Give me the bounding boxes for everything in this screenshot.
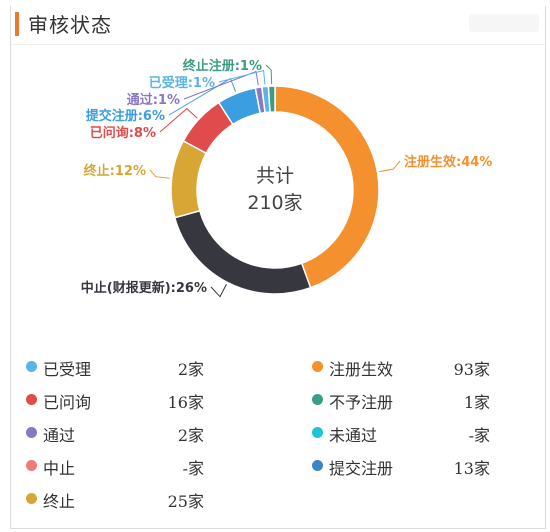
slice-label-2: 中止(财报更新):26% <box>81 280 207 296</box>
leader-line-7 <box>218 69 266 85</box>
leader-line-1 <box>379 160 401 173</box>
slice-label-7: 已受理:1% <box>149 75 215 91</box>
slice-label-5: 提交注册:6% <box>86 108 165 124</box>
leader-line-2 <box>210 283 227 298</box>
center-label-count: 210家 <box>247 192 302 214</box>
panel-header: 审核状态 <box>11 6 545 45</box>
leader-line-4 <box>159 107 198 133</box>
leader-line-6 <box>183 70 259 100</box>
pie-slice-1[interactable] <box>274 85 380 289</box>
pie-slice-8[interactable] <box>267 85 276 113</box>
center-label-total: 共计 <box>256 165 294 187</box>
slice-label-3: 终止:12% <box>84 163 146 179</box>
slice-label-1: 注册生效:44% <box>404 154 492 170</box>
leader-line-3 <box>149 169 170 179</box>
header-faint-control <box>469 14 539 32</box>
slice-label-6: 通过:1% <box>127 92 180 108</box>
leader-line-8 <box>265 64 273 85</box>
slice-label-4: 已问询:8% <box>90 125 156 141</box>
slice-label-8: 终止注册:1% <box>183 58 262 74</box>
pie-slice-3[interactable] <box>170 139 208 219</box>
title-accent-bar <box>15 12 19 36</box>
panel-title: 审核状态 <box>28 13 112 37</box>
